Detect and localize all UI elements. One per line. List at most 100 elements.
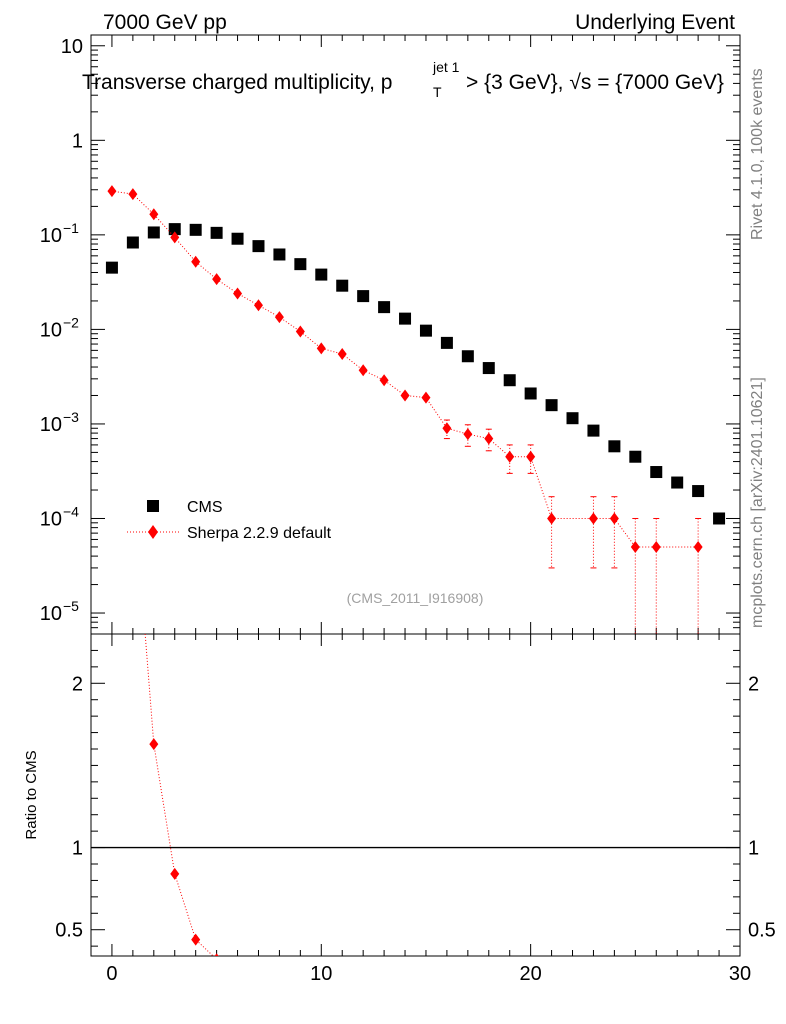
sherpa-data-point (693, 540, 703, 553)
main-y-tick-label: 10 (40, 508, 62, 530)
cms-data-point (566, 412, 579, 425)
sherpa-data-point (463, 428, 473, 441)
sherpa-data-point (630, 540, 640, 553)
cms-data-point (608, 440, 621, 453)
title-superscript: jet 1 (432, 59, 460, 75)
cms-data-point (692, 485, 705, 498)
sherpa-data-point (400, 389, 410, 402)
ratio-data-point (191, 933, 201, 946)
sherpa-data-point (505, 450, 515, 463)
cms-data-point (713, 512, 726, 525)
main-y-tick-label: 10 (40, 603, 62, 625)
main-y-tick-exponent: −1 (63, 220, 79, 236)
main-y-tick-label: 10 (40, 319, 62, 341)
cms-data-point (671, 476, 684, 489)
sherpa-data-point (358, 364, 368, 377)
cms-data-point (336, 279, 349, 292)
sherpa-data-point (651, 540, 661, 553)
cms-data-point (105, 261, 118, 274)
cms-data-point (273, 248, 286, 261)
sherpa-data-point (421, 391, 431, 404)
ratio-data-layer (128, 472, 219, 956)
main-y-tick-exponent: −5 (63, 598, 79, 614)
sherpa-line (111, 190, 699, 548)
main-y-tick-label: 1 (72, 130, 83, 152)
mcplots-label: mcplots.cern.ch [arXiv:2401.10621] (749, 377, 766, 628)
x-tick-label: 20 (520, 963, 542, 985)
sherpa-data-point (337, 347, 347, 360)
sherpa-data-point (170, 231, 180, 244)
legend: CMS Sherpa 2.2.9 default (127, 499, 332, 542)
cms-data-point (168, 223, 181, 236)
x-tick-label: 30 (729, 963, 751, 985)
sherpa-data-point (316, 342, 326, 355)
sherpa-data-point (379, 374, 389, 387)
x-tick-label: 0 (106, 963, 117, 985)
title-rest: > {3 GeV}, √s = {7000 GeV} (466, 71, 724, 94)
cms-data-point (440, 336, 453, 349)
sherpa-data-point (149, 208, 159, 221)
main-y-tick-exponent: −3 (63, 409, 79, 425)
ratio-data-point (170, 867, 180, 880)
rivet-version-label: Rivet 4.1.0, 100k events (749, 68, 766, 240)
plot-title: Transverse charged multiplicity, p T jet… (82, 59, 724, 100)
legend-sherpa-marker (148, 525, 158, 539)
sherpa-data-point (295, 325, 305, 338)
main-panel-frame (90, 34, 741, 635)
cms-data-point (189, 223, 202, 236)
main-y-tick-exponent: −2 (63, 314, 79, 330)
legend-cms-label: CMS (187, 499, 223, 516)
title-subscript: T (433, 84, 442, 100)
sherpa-data-point (588, 512, 598, 525)
cms-data-point (252, 240, 265, 253)
sherpa-data-point (212, 273, 222, 286)
cms-data-point (650, 466, 663, 479)
cms-data-point (524, 387, 537, 400)
sherpa-data-point (233, 287, 243, 300)
cms-data-point (419, 324, 432, 337)
sherpa-data-point (107, 185, 117, 198)
cms-data-point (231, 232, 244, 245)
ratio-data-point (214, 953, 219, 956)
sherpa-data-point (526, 450, 536, 463)
cms-data-point (503, 374, 516, 387)
ratio-y-tick-label: 0.5 (55, 920, 83, 942)
header-right: Underlying Event (575, 11, 735, 34)
cms-data-point (378, 301, 391, 314)
cms-data-point (210, 226, 223, 239)
ratio-line (144, 634, 214, 956)
legend-cms-marker (147, 500, 159, 512)
cms-data-point (315, 268, 328, 281)
sherpa-data-point (274, 311, 284, 324)
ratio-panel-frame (90, 633, 741, 957)
ratio-data-point (128, 472, 137, 484)
sherpa-data-point (609, 512, 619, 525)
sherpa-data-point (442, 422, 452, 435)
main-data-layer (105, 185, 726, 634)
ratio-y-tick-label: 1 (72, 838, 83, 860)
sherpa-data-point (547, 512, 557, 525)
cms-data-point (147, 226, 160, 239)
cms-data-point (294, 258, 307, 271)
x-tick-label: 10 (310, 963, 332, 985)
cms-data-point (482, 362, 495, 375)
ratio-y-tick-label-right: 2 (748, 673, 759, 695)
legend-sherpa-label: Sherpa 2.2.9 default (187, 525, 332, 542)
title-main: Transverse charged multiplicity, p (82, 71, 392, 94)
cms-data-point (461, 350, 474, 363)
cms-data-point (126, 236, 139, 249)
cms-data-point (357, 290, 370, 303)
ratio-axes: 0 10 20 30 0.5 0.5 1 1 2 2 (55, 634, 776, 985)
main-y-tick-label: 10 (61, 36, 83, 58)
header-left: 7000 GeV pp (103, 11, 227, 34)
cms-data-point (629, 450, 642, 463)
ratio-y-axis-label: Ratio to CMS (23, 750, 40, 839)
main-y-tick-label: 10 (40, 225, 62, 247)
sherpa-data-point (191, 255, 201, 268)
analysis-tag: (CMS_2011_I916908) (347, 590, 484, 606)
ratio-data-point (149, 738, 159, 751)
cms-data-point (545, 399, 558, 412)
cms-data-point (587, 424, 600, 437)
